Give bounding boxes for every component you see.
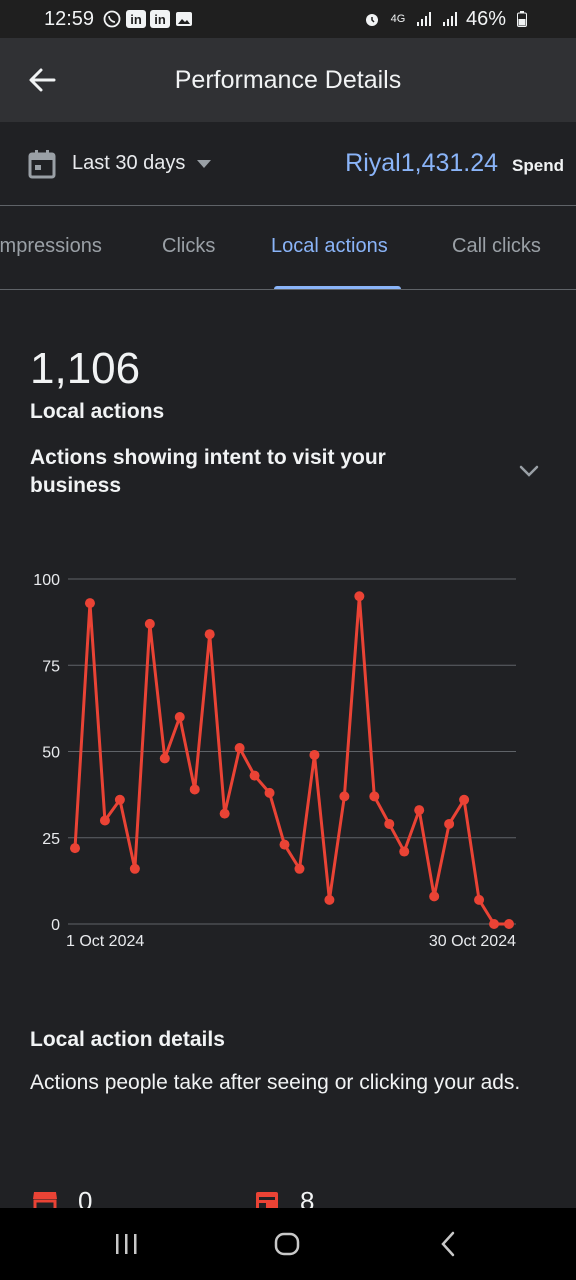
- y-tick-label: 75: [42, 658, 60, 675]
- active-tab-indicator: [274, 286, 401, 289]
- series-line: [73, 594, 509, 926]
- gallery-icon: [174, 10, 194, 28]
- tab-impressions[interactable]: Impressions: [0, 235, 102, 257]
- system-icons: 4G 46%: [362, 8, 532, 31]
- data-point: [399, 846, 410, 857]
- page-title: Performance Details: [174, 65, 402, 94]
- metric-label: Local actions: [30, 400, 165, 423]
- data-point: [249, 770, 260, 781]
- metric-tabs: Impressions Clicks Local actions Call cl…: [0, 206, 576, 290]
- local-actions-chart: 0 25 50 75 100 1 Oct 2024 30 Oct 2024: [33, 572, 516, 950]
- back-button[interactable]: [0, 38, 84, 122]
- calendar-icon: [28, 149, 56, 178]
- status-bar: 12:59 in in 4G 46%: [0, 0, 576, 38]
- y-tick-label: 50: [42, 745, 60, 762]
- arrow-back-icon: [29, 68, 56, 92]
- data-point: [99, 815, 110, 826]
- spend-value: Riyal1,431.24: [345, 149, 499, 177]
- recent-apps-button[interactable]: [96, 1222, 156, 1266]
- details-description: Actions people take after seeing or clic…: [30, 1071, 521, 1094]
- status-time: 12:59: [44, 7, 95, 30]
- y-tick-label: 0: [51, 917, 60, 934]
- signal-icon: [440, 10, 460, 28]
- app-bar: Performance Details: [0, 38, 576, 122]
- y-tick-label: 25: [42, 831, 60, 848]
- metric-value: 1,106: [30, 344, 141, 393]
- back-nav-button[interactable]: [418, 1222, 478, 1266]
- filter-row: Last 30 days Riyal1,431.24 Spend: [0, 122, 576, 206]
- data-point: [234, 743, 245, 754]
- system-nav-bar: [0, 1208, 576, 1280]
- date-range-label: Last 30 days: [72, 152, 186, 174]
- linkedin-icon: in: [126, 10, 147, 28]
- chevron-down-icon: [519, 465, 539, 477]
- date-range-picker[interactable]: Last 30 days: [28, 149, 212, 179]
- data-point: [70, 843, 80, 854]
- directions-icon: [256, 1191, 278, 1212]
- data-point: [279, 839, 290, 850]
- data-point: [339, 791, 350, 802]
- data-point: [504, 919, 514, 929]
- data-point: [294, 863, 305, 874]
- recent-apps-icon: [116, 1234, 137, 1254]
- tab-local-actions[interactable]: Local actions: [271, 235, 388, 257]
- tab-clicks[interactable]: Clicks: [162, 235, 216, 257]
- metric-description: Actions showing intent to visit your bus…: [30, 446, 386, 497]
- data-point: [264, 787, 275, 798]
- battery-percent: 46%: [465, 7, 506, 30]
- data-point: [429, 891, 440, 902]
- data-point: [324, 894, 335, 905]
- details-title: Local action details: [30, 1028, 225, 1051]
- notification-icons: in in: [102, 10, 194, 28]
- data-point: [204, 629, 215, 640]
- battery-icon: [512, 10, 532, 28]
- home-button[interactable]: [257, 1222, 317, 1266]
- tab-call-clicks[interactable]: Call clicks: [452, 235, 541, 257]
- data-point: [174, 712, 185, 722]
- data-point: [354, 591, 365, 602]
- data-point: [444, 818, 455, 829]
- 4g-icon: 4G: [390, 13, 406, 25]
- alarm-icon: [362, 10, 382, 28]
- dropdown-arrow-icon: [197, 159, 212, 168]
- back-chevron-icon: [441, 1231, 455, 1257]
- x-tick-label-start: 1 Oct 2024: [66, 933, 144, 950]
- spend-summary: Riyal1,431.24 Spend: [345, 149, 564, 178]
- data-point: [219, 808, 230, 819]
- y-tick-label: 100: [33, 572, 60, 589]
- data-point: [159, 753, 170, 764]
- data-point: [144, 618, 155, 629]
- x-tick-label-end: 30 Oct 2024: [429, 933, 516, 950]
- spend-label: Spend: [512, 156, 564, 175]
- linkedin-icon: in: [150, 10, 171, 28]
- data-point: [84, 598, 95, 609]
- data-point: [384, 818, 395, 829]
- home-icon: [274, 1232, 300, 1256]
- data-point: [489, 919, 500, 929]
- signal-icon: [414, 10, 434, 28]
- data-point: [189, 784, 200, 795]
- expand-button[interactable]: [512, 456, 546, 486]
- data-point: [114, 794, 125, 805]
- data-point: [309, 749, 320, 760]
- data-point: [369, 791, 380, 802]
- whatsapp-icon: [102, 10, 122, 28]
- data-point: [474, 894, 485, 905]
- data-point: [459, 794, 470, 805]
- data-point: [414, 805, 425, 816]
- data-point: [129, 863, 140, 874]
